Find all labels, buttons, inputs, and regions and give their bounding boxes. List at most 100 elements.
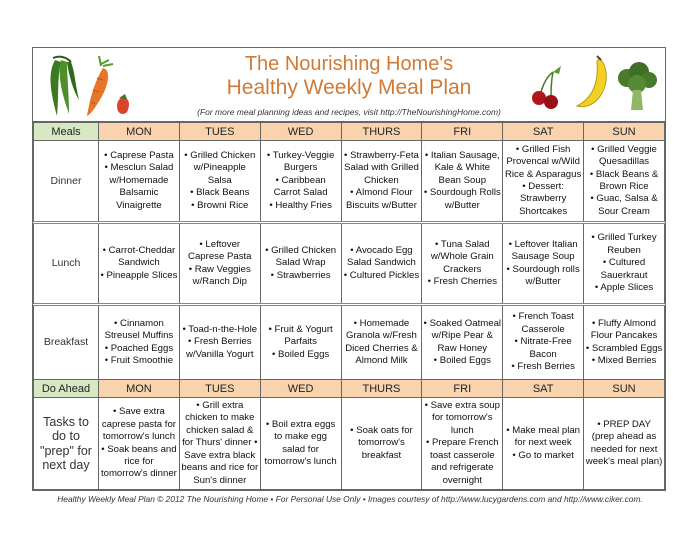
meal-item: • Caprese Pasta [104, 149, 174, 161]
row-dinner: Dinner • Caprese Pasta • Mesclun Salad w/H… [33, 140, 665, 224]
banner: The Nourishing Home's Healthy Weekly Mea… [33, 48, 665, 122]
meal-item: • Apple Slices [594, 282, 654, 294]
meal-item: • Go to market [512, 449, 574, 461]
meal-item: • Boiled Eggs [433, 354, 491, 366]
breakfast-sat-cell: • French Toast Casserole • Nitrate-Free B… [502, 304, 585, 380]
banana-icon [575, 55, 607, 108]
title-line-1: The Nourishing Home's [244, 53, 454, 75]
task-tues-cell: • Grill extra chicken to make chicken sa… [178, 397, 261, 490]
day-header-wed: WED [259, 379, 342, 398]
meal-item: • Grilled Chicken Salad Wrap [265, 244, 337, 269]
meal-item: • Leftover Caprese Pasta [188, 238, 252, 263]
meal-item: • Sourdough Rolls w/Butter [423, 187, 501, 211]
meal-item: • Caribbean Carrot Salad [273, 174, 328, 199]
footer-credits: Healthy Weekly Meal Plan © 2012 The Nour… [57, 494, 643, 504]
dinner-thurs-cell: • Strawberry-Feta Salad with Grilled Chi… [340, 140, 423, 224]
dinner-sun-cell: • Grilled Veggie Quesadillas • Black Bean… [583, 140, 665, 224]
meal-item: • Leftover Italian Sausage Soup [508, 238, 578, 263]
meal-item: • Toad-n-the-Hole [182, 323, 258, 335]
task-sun-cell: • PREP DAY (prep ahead as needed for nex… [583, 397, 665, 490]
breakfast-mon-cell: • Cinnamon Streusel Muffins • Poached Egg… [98, 304, 180, 380]
day-header-tues: TUES [178, 379, 261, 398]
meal-item: • Fruit & Yogurt Parfaits [268, 323, 333, 348]
green-beans-icon [50, 55, 129, 116]
day-header-tues: TUES [178, 122, 261, 141]
meal-item: • Strawberries [270, 269, 331, 281]
meal-item: • Fluffy Almond Flour Pancakes [590, 317, 658, 342]
meal-item: • Make meal plan for next week [506, 424, 581, 449]
day-header-fri: FRI [421, 379, 504, 398]
cherries-icon [532, 66, 561, 109]
meal-item: • Grilled Turkey Reuben [591, 232, 657, 256]
meal-item: • Tuna Salad w/Whole Grain Crackers [430, 238, 494, 275]
lunch-sat-cell: • Leftover Italian Sausage Soup • Sourdou… [502, 222, 585, 306]
row-breakfast: Breakfast • Cinnamon Streusel Muffins • Po… [33, 304, 665, 380]
meal-item: • Boil extra eggs to make egg salad for … [264, 418, 337, 467]
row-label-dinner: Dinner [33, 140, 99, 224]
task-sat-cell: • Make meal plan for next week • Go to ma… [502, 397, 585, 490]
fruit-illustrations-icon [532, 55, 657, 110]
meal-item: • Mesclun Salad w/Homemade Balsamic Vina… [104, 162, 174, 211]
task-mon-cell: • Save extra caprese pasta for tomorrow'… [98, 397, 180, 490]
meal-item: • French Toast Casserole [512, 311, 574, 335]
meal-item: • Cultured Pickles [343, 269, 420, 281]
dinner-mon-cell: • Caprese Pasta • Mesclun Salad w/Homemad… [98, 140, 180, 224]
broccoli-icon [618, 62, 657, 110]
meal-item: • Fresh Cherries [427, 275, 498, 287]
title-line-2: Healthy Weekly Meal Plan [226, 76, 472, 99]
breakfast-sun-cell: • Fluffy Almond Flour Pancakes • Scramble… [583, 304, 665, 380]
meal-item: • Fruit Smoothie [104, 354, 174, 366]
day-header-sat: SAT [502, 122, 585, 141]
meal-item: • Healthy Fries [269, 199, 332, 211]
do-ahead-header-row-label: Do Ahead [33, 379, 99, 398]
breakfast-thurs-cell: • Homemade Granola w/Fresh Diced Cherrie… [340, 304, 423, 380]
day-header-sat: SAT [502, 379, 585, 398]
day-header-wed: WED [259, 122, 342, 141]
meal-item: • Prepare French toast casserole and ref… [425, 437, 499, 486]
meal-item: • Mixed Berries [591, 354, 657, 366]
lunch-fri-cell: • Tuna Salad w/Whole Grain Crackers • Fre… [421, 222, 504, 306]
row-label-tasks: Tasks to do to "prep" for next day [33, 397, 99, 490]
meal-item: • Carrot-Cheddar Sandwich [102, 244, 176, 269]
lunch-thurs-cell: • Avocado Egg Salad Sandwich • Cultured P… [340, 222, 423, 306]
lunch-tues-cell: • Leftover Caprese Pasta • Raw Veggies w/… [178, 222, 261, 306]
meal-item: • Strawberry-Feta Salad with Grilled Chi… [344, 149, 419, 186]
lunch-mon-cell: • Carrot-Cheddar Sandwich • Pineapple Sli… [98, 222, 180, 306]
row-label-lunch: Lunch [33, 222, 99, 306]
do-ahead-header-row: Do Ahead MON TUES WED THURS FRI SAT SUN [33, 379, 665, 398]
meal-item: • Scrambled Eggs [585, 342, 663, 354]
meal-item: • PREP DAY (prep ahead as needed for nex… [585, 418, 663, 467]
task-wed-cell: • Boil extra eggs to make egg salad for … [259, 397, 342, 490]
dinner-fri-cell: • Italian Sausage, Kale & White Bean Sou… [421, 140, 504, 224]
day-header-fri: FRI [421, 122, 504, 141]
meal-item: • Boiled Eggs [271, 348, 330, 360]
meal-item: • Raw Veggies w/Ranch Dip [188, 263, 251, 287]
meal-item: • Dessert: Strawberry Shortcakes [519, 181, 568, 217]
meals-header-row-label: Meals [33, 122, 99, 141]
breakfast-tues-cell: • Toad-n-the-Hole • Fresh Berries w/Vanil… [178, 304, 261, 380]
breakfast-fri-cell: • Soaked Oatmeal w/Ripe Pear & Raw Honey… [421, 304, 504, 380]
meal-item: • Cinnamon Streusel Muffins [104, 317, 174, 342]
row-tasks: Tasks to do to "prep" for next day • Save… [33, 397, 665, 490]
lunch-sun-cell: • Grilled Turkey Reuben • Cultured Sauerk… [583, 222, 665, 306]
meal-item: • Cultured Sauerkraut [600, 257, 648, 281]
page-wrapper: The Nourishing Home's Healthy Weekly Mea… [32, 47, 666, 505]
meal-item: • Grilled Chicken w/Pineapple Salsa [184, 149, 256, 186]
dinner-sat-cell: • Grilled Fish Provencal w/Wild Rice & A… [502, 140, 585, 224]
task-fri-cell: • Save extra soup for tomorrow's lunch • … [421, 397, 504, 490]
day-header-mon: MON [98, 122, 180, 141]
row-label-breakfast: Breakfast [33, 304, 99, 380]
day-header-sun: SUN [583, 122, 665, 141]
meal-item: • Sourdough rolls w/Butter [506, 263, 580, 287]
meal-item: • Save extra caprese pasta for tomorrow'… [101, 406, 176, 443]
subtitle: (For more meal planning ideas and recipe… [197, 107, 501, 117]
breakfast-wed-cell: • Fruit & Yogurt Parfaits • Boiled Eggs [259, 304, 342, 380]
meal-item: • Fresh Berries [511, 361, 575, 373]
meal-item: • Black Beans [190, 187, 250, 199]
meal-item: • Black Beans & Brown Rice [589, 168, 659, 192]
meal-item: • Save extra soup for tomorrow's lunch [424, 400, 500, 436]
meal-item: • Browni Rice [191, 199, 249, 211]
day-header-mon: MON [98, 379, 180, 398]
dinner-wed-cell: • Turkey-Veggie Burgers • Caribbean Carro… [259, 140, 342, 224]
meal-item: • Nitrate-Free Bacon [514, 336, 572, 360]
